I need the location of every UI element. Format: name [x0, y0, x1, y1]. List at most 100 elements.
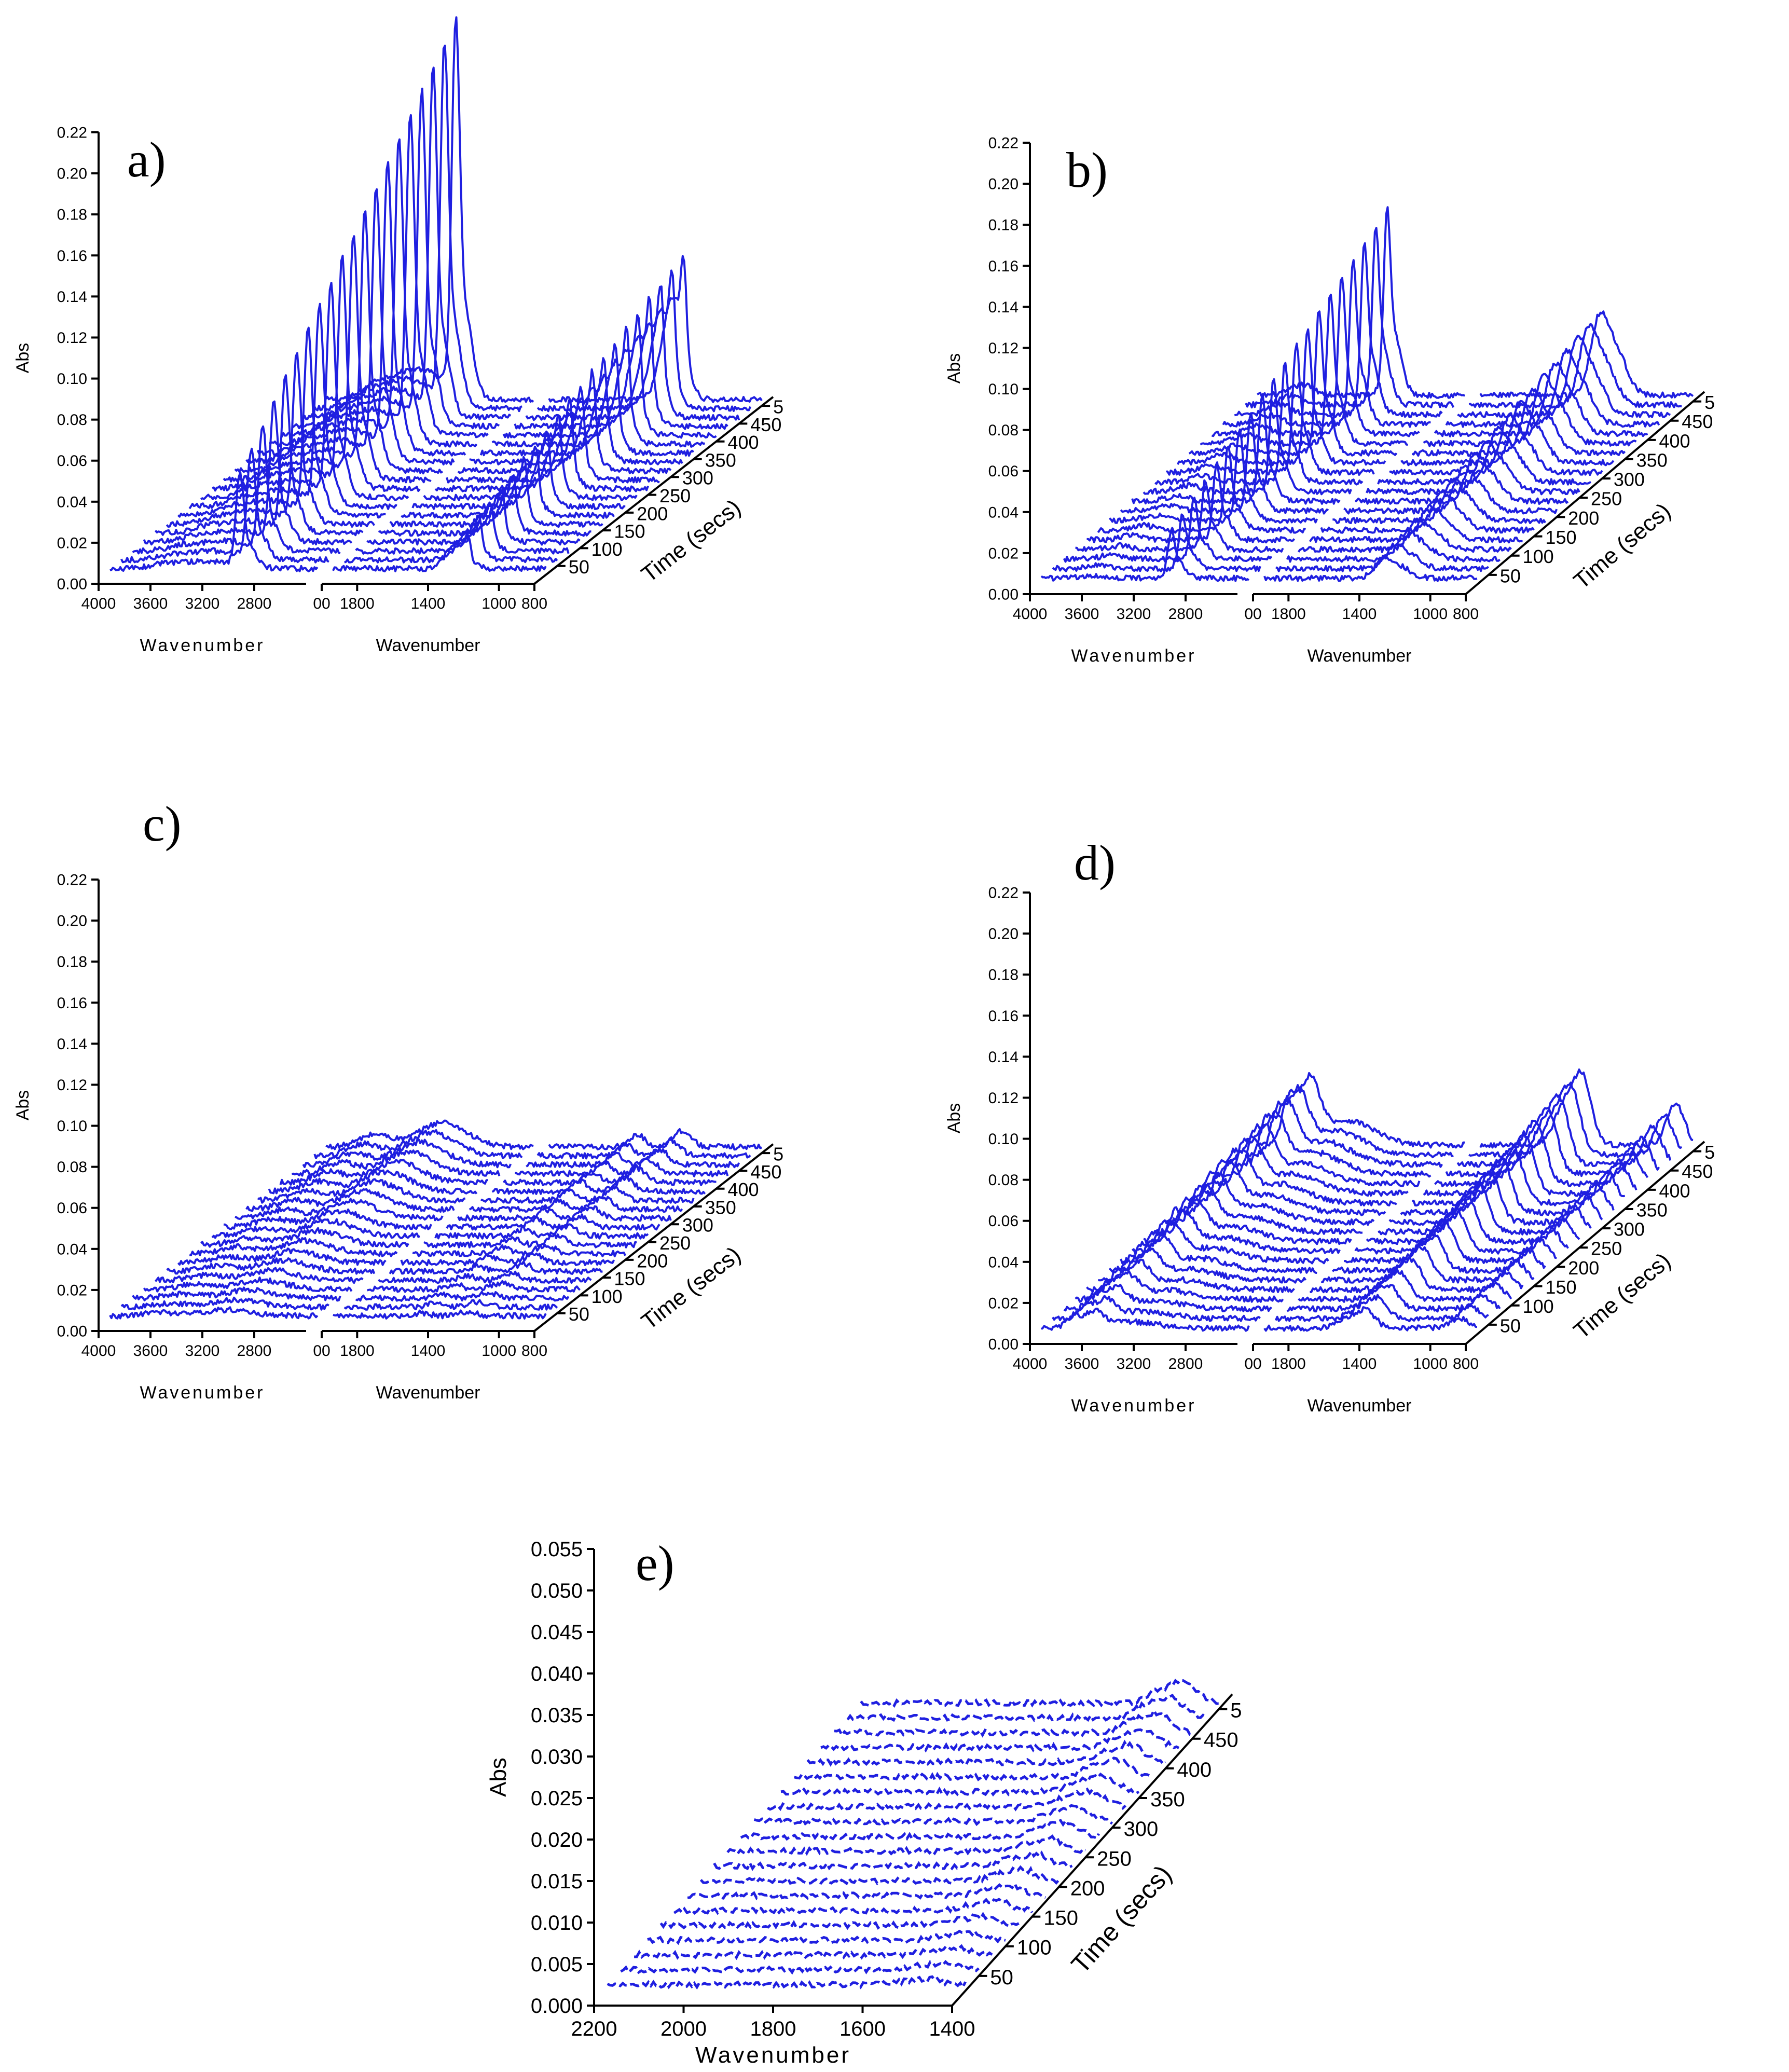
- spectrum-line: [536, 269, 752, 413]
- spectrum-line: [423, 1232, 637, 1248]
- spectrum-line: [1343, 464, 1558, 515]
- spectrum-line: [1468, 323, 1682, 409]
- x-tick-label: 1800: [1271, 606, 1306, 623]
- spectrum-line: [1263, 555, 1478, 582]
- spectrum-line: [132, 1286, 341, 1302]
- time-tick-label: 150: [614, 521, 645, 542]
- y-tick-label: 0.025: [531, 1787, 583, 1810]
- spectrum-line: [235, 1198, 444, 1222]
- time-tick-label: 50: [569, 556, 589, 578]
- y-tick-label: 0.040: [531, 1663, 583, 1685]
- spectrum-line: [1411, 388, 1626, 457]
- spectrum-line: [434, 399, 649, 492]
- spectrum-line: [325, 1119, 534, 1150]
- spectrum-line: [1378, 1181, 1592, 1236]
- spectrum-line: [344, 516, 558, 564]
- spectrum-line: [647, 1929, 1006, 1945]
- x-tick-label: 00: [313, 595, 330, 612]
- spectrum-line: [1143, 378, 1352, 496]
- spectrum-line: [659, 1912, 1020, 1931]
- y-tick-label: 0.030: [531, 1746, 583, 1768]
- panel-label: b): [1066, 142, 1108, 198]
- y-tick-label: 0.20: [988, 926, 1019, 943]
- spectrum-line: [423, 415, 638, 501]
- time-tick-label: 200: [1568, 507, 1599, 529]
- spectrum-line: [806, 1739, 1166, 1767]
- spectrum-line: [1479, 310, 1694, 399]
- spectrum-line: [820, 1728, 1180, 1753]
- spectrum-line: [1120, 1220, 1329, 1265]
- y-tick-label: 0.06: [988, 1213, 1019, 1230]
- y-tick-label: 0.16: [988, 258, 1019, 275]
- x-axis-title: Wavenumber: [695, 2042, 851, 2068]
- spectrum-line: [200, 1227, 409, 1248]
- spectrum-line: [366, 489, 581, 546]
- time-tick-label: 100: [591, 1286, 623, 1307]
- spectrum-line: [154, 1267, 364, 1284]
- y-tick-label: 0.050: [531, 1580, 583, 1602]
- spectrum-line: [1211, 277, 1420, 437]
- spectrum-line: [469, 1196, 683, 1213]
- spectrum-line: [753, 1804, 1113, 1827]
- x-tick-label: 3200: [185, 595, 220, 612]
- time-tick-label: 50: [1500, 565, 1521, 586]
- y-axis-title: Abs: [13, 1090, 33, 1121]
- x-tick-label: 2200: [571, 2018, 617, 2040]
- y-tick-label: 0.20: [57, 166, 87, 183]
- spectrum-line: [1320, 489, 1535, 534]
- x-tick-label: 3600: [1065, 606, 1099, 623]
- y-tick-label: 0.020: [531, 1829, 583, 1851]
- spectrum-line: [687, 1881, 1046, 1901]
- spectrum-line: [502, 1165, 717, 1186]
- y-tick-label: 0.04: [988, 1254, 1019, 1271]
- spectrum-line: [740, 1818, 1100, 1842]
- spectrum-line: [480, 1184, 695, 1204]
- spectrum-line: [189, 1237, 398, 1257]
- spectrum-line: [1131, 1209, 1341, 1255]
- spectrum-line: [1108, 428, 1318, 524]
- x-tick-label: 1800: [340, 1342, 375, 1360]
- spectrum-line: [1263, 1306, 1478, 1332]
- spectrum-line: [355, 501, 570, 555]
- panel-1: b) 0.00 0.02 0.04 0.06 0.08 0.10 0.12 0.14 0.16 0.…: [944, 135, 1715, 666]
- spectrum-line: [548, 1128, 762, 1151]
- spectrum-line: [491, 1175, 706, 1195]
- time-tick-label: 250: [1097, 1847, 1132, 1870]
- spectrum-line: [434, 1223, 649, 1240]
- y-tick-label: 0.22: [57, 125, 87, 142]
- spectrum-line: [109, 1306, 319, 1320]
- time-tick-label: 150: [614, 1268, 645, 1289]
- y-tick-label: 0.06: [57, 1200, 87, 1217]
- spectrum-line: [1457, 335, 1671, 418]
- y-tick-label: 0.12: [57, 330, 87, 347]
- time-tick-label: 100: [1523, 1296, 1554, 1317]
- spectrum-line: [479, 343, 694, 457]
- y-tick-label: 0.20: [988, 176, 1019, 193]
- x-tick-label: 1800: [1271, 1355, 1306, 1373]
- spectrum-line: [1177, 328, 1386, 466]
- time-tick-label: 450: [1204, 1729, 1238, 1752]
- time-tick-label: 350: [705, 449, 736, 471]
- time-tick-label: 300: [1124, 1818, 1159, 1841]
- y-tick-label: 0.06: [988, 463, 1019, 480]
- spectrum-line: [726, 1834, 1086, 1856]
- spectrum-line: [457, 1205, 672, 1222]
- spectrum-line: [1286, 529, 1501, 563]
- spectrum-line: [1309, 503, 1523, 544]
- spectrum-line: [1052, 1295, 1261, 1322]
- panel-label: a): [127, 132, 166, 187]
- spectrum-line: [620, 1959, 980, 1975]
- x-tick-label: 3200: [185, 1342, 220, 1360]
- spectrum-line: [1445, 348, 1660, 428]
- time-tick-label: 350: [1636, 1199, 1668, 1220]
- y-tick-label: 0.16: [988, 1008, 1019, 1025]
- spectrum-line: [780, 1772, 1140, 1797]
- spectrum-line: [1245, 1084, 1454, 1159]
- spectrum-line: [1199, 1134, 1409, 1197]
- time-axis-line: [1465, 1141, 1705, 1345]
- y-tick-label: 0.04: [988, 504, 1019, 521]
- spectrum-line: [389, 456, 603, 528]
- y-tick-label: 0.18: [988, 217, 1019, 234]
- spectrum-line: [1222, 259, 1431, 428]
- spectrum-line: [1166, 1171, 1375, 1226]
